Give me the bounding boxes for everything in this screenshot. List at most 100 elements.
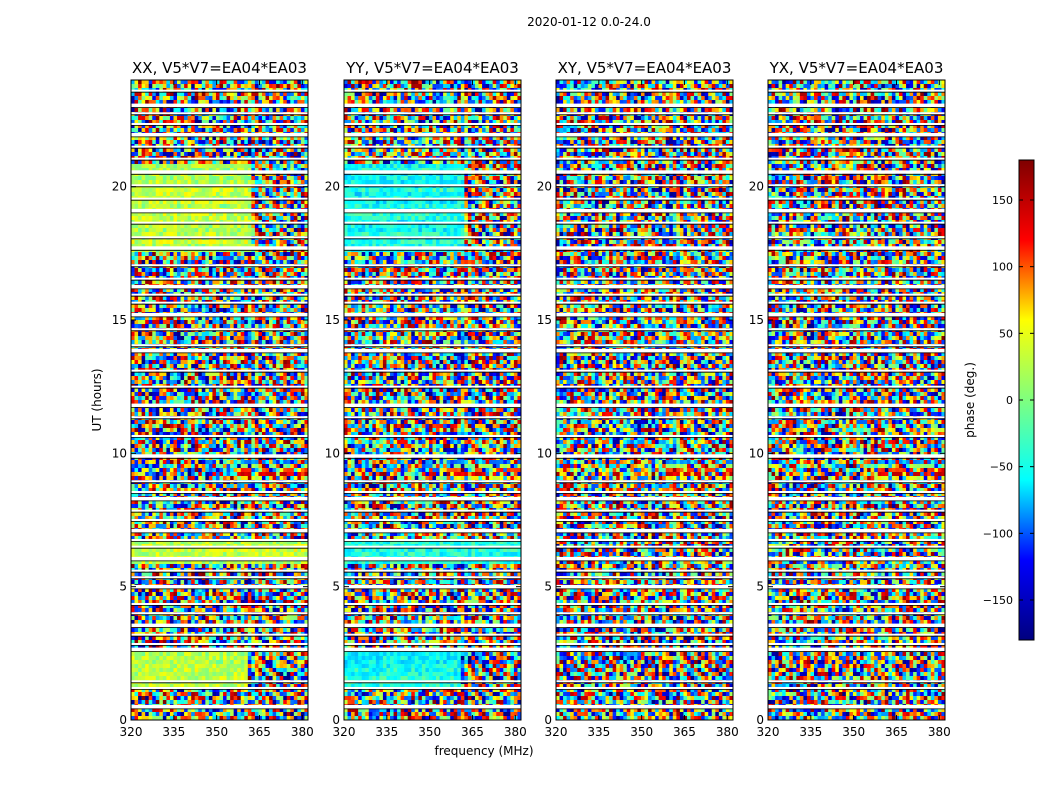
flagged-interval: [344, 576, 521, 579]
flagged-interval: [344, 403, 521, 408]
flagged-interval: [768, 284, 945, 289]
colorbar-tick-label: 100: [992, 261, 1013, 274]
flagged-interval: [768, 277, 945, 280]
x-tick-label: 350: [630, 725, 653, 739]
flagged-interval: [768, 369, 945, 372]
flagged-interval: [131, 556, 308, 561]
flagged-interval: [131, 197, 308, 200]
flagged-interval: [344, 236, 521, 239]
flagged-interval: [556, 603, 733, 605]
flagged-interval: [768, 519, 945, 521]
flagged-interval: [768, 89, 945, 92]
y-tick-label: 15: [537, 313, 552, 327]
panel-title: YX, V5*V7=EA04*EA03: [769, 59, 944, 77]
y-tick-label: 20: [749, 180, 764, 194]
flagged-interval: [768, 491, 945, 493]
flagged-interval: [131, 545, 308, 548]
x-tick-label: 380: [291, 725, 314, 739]
flagged-interval: [131, 539, 308, 541]
flagged-interval: [556, 643, 733, 645]
flagged-interval: [344, 312, 521, 317]
flagged-interval: [768, 576, 945, 579]
flagged-interval: [768, 647, 945, 652]
flagged-interval: [131, 112, 308, 115]
flagged-interval: [131, 687, 308, 689]
panel-title: XY, V5*V7=EA04*EA03: [558, 59, 732, 77]
flagged-interval: [556, 103, 733, 108]
flagged-interval: [131, 301, 308, 304]
flagged-interval: [556, 569, 733, 572]
flagged-interval: [768, 633, 945, 636]
flagged-interval: [344, 197, 521, 200]
x-tick-label: 320: [545, 725, 568, 739]
flagged-interval: [556, 284, 733, 289]
flagged-interval: [556, 633, 733, 636]
flagged-interval: [556, 312, 733, 317]
y-tick-label: 15: [112, 313, 127, 327]
y-tick-label: 5: [756, 580, 764, 594]
y-tick-label: 20: [325, 180, 340, 194]
y-tick-label: 15: [749, 313, 764, 327]
flagged-interval: [344, 344, 521, 347]
flagged-interval: [556, 704, 733, 709]
flagged-interval: [344, 293, 521, 296]
y-tick-label: 10: [537, 446, 552, 460]
flagged-interval: [556, 454, 733, 458]
panel-1: XX, V5*V7=EA04*EA03 320 335 350 365 380 0 5 10 15…: [112, 59, 314, 739]
flagged-interval: [556, 344, 733, 347]
flagged-interval: [131, 519, 308, 521]
flagged-interval: [768, 103, 945, 108]
flagged-interval: [344, 687, 521, 689]
flagged-interval: [131, 385, 308, 388]
flagged-interval: [768, 208, 945, 213]
flagged-interval: [556, 157, 733, 160]
flagged-interval: [131, 403, 308, 408]
flagged-interval: [556, 145, 733, 148]
flagged-interval: [556, 293, 733, 296]
flagged-interval: [768, 184, 945, 187]
flagged-interval: [768, 132, 945, 137]
x-tick-label: 320: [120, 725, 143, 739]
flagged-interval: [556, 435, 733, 437]
flagged-interval: [131, 348, 308, 353]
flagged-interval: [768, 509, 945, 512]
flagged-interval: [344, 556, 521, 561]
colorbar-tick-label: −150: [983, 594, 1013, 607]
flagged-interval: [556, 539, 733, 541]
flagged-interval: [344, 623, 521, 628]
flagged-interval: [131, 496, 308, 501]
x-tick-label: 365: [673, 725, 696, 739]
flagged-interval: [556, 509, 733, 512]
flagged-interval: [344, 633, 521, 636]
flagged-interval: [131, 584, 308, 589]
panel-title: YY, V5*V7=EA04*EA03: [345, 59, 519, 77]
flagged-interval: [344, 301, 521, 304]
x-tick-label: 380: [928, 725, 951, 739]
flagged-interval: [768, 170, 945, 174]
flagged-interval: [131, 435, 308, 437]
y-tick-label: 0: [544, 713, 552, 727]
flagged-interval: [556, 528, 733, 533]
flagged-interval: [768, 328, 945, 331]
x-tick-label: 350: [418, 725, 441, 739]
y-tick-label: 10: [325, 446, 340, 460]
flagged-interval: [556, 480, 733, 483]
flagged-interval: [556, 519, 733, 521]
flagged-interval: [556, 385, 733, 388]
flagged-interval: [131, 312, 308, 317]
flagged-interval: [131, 612, 308, 615]
x-tick-label: 365: [885, 725, 908, 739]
panel-2: YY, V5*V7=EA04*EA03 320 335 350 365 380 0 5 10 15…: [325, 59, 527, 739]
panel-3: XY, V5*V7=EA04*EA03 320 335 350 365 380 0 5 10 15…: [537, 59, 739, 739]
flagged-interval: [131, 416, 308, 419]
flagged-interval: [131, 509, 308, 512]
flagged-interval: [131, 170, 308, 174]
flagged-interval: [344, 528, 521, 533]
colorbar: −150 −100 −50 0 50 100 150: [983, 159, 1035, 641]
flagged-interval: [131, 647, 308, 652]
flagged-interval: [344, 584, 521, 589]
phase-heatmap: [131, 80, 308, 720]
x-tick-label: 335: [162, 725, 185, 739]
flagged-interval: [556, 491, 733, 493]
flagged-interval: [768, 556, 945, 561]
